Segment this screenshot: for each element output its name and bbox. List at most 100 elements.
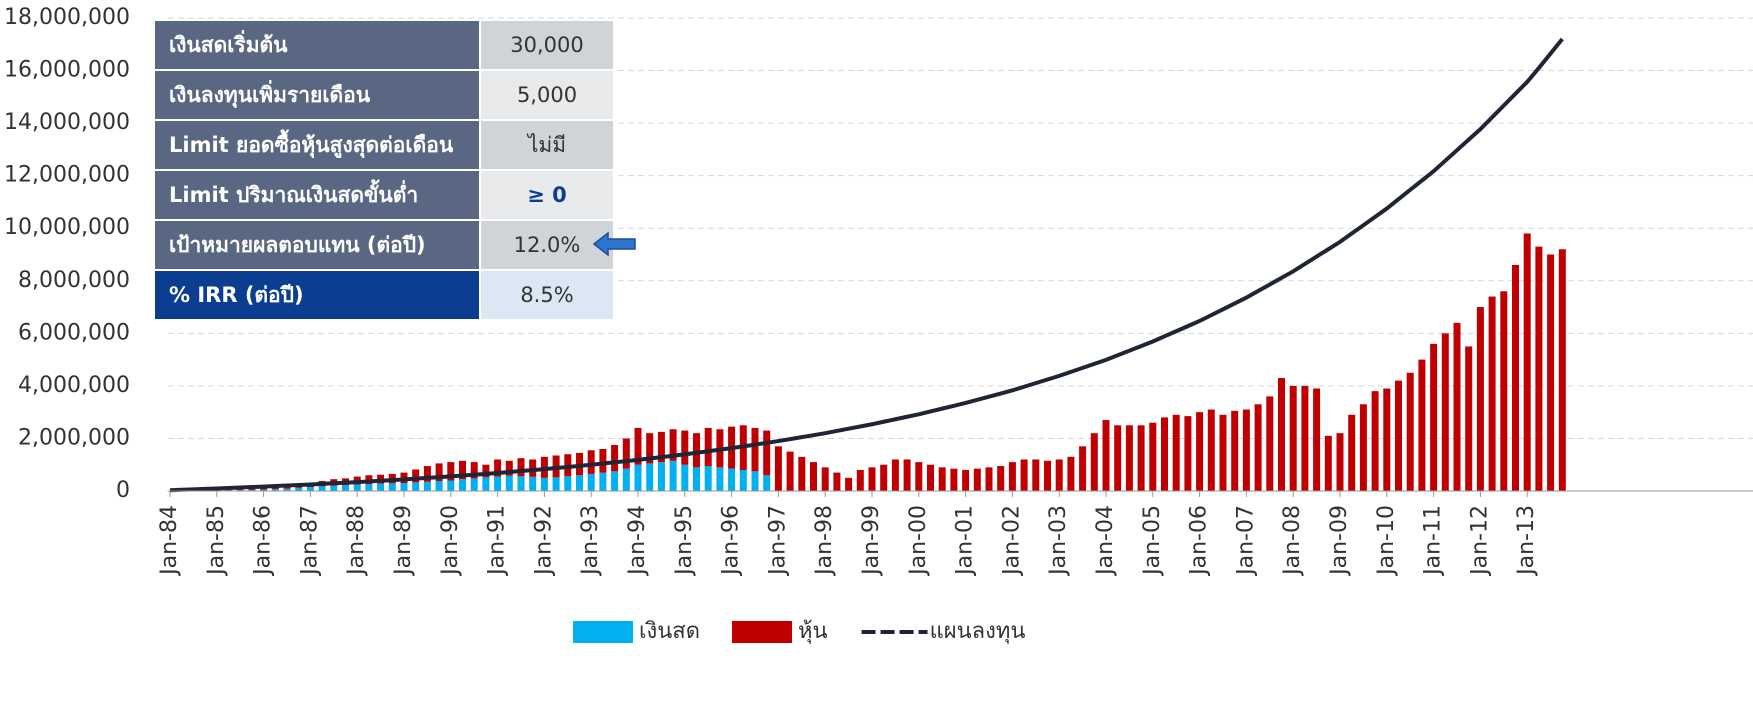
- bar: [1512, 265, 1519, 491]
- bar: [482, 464, 490, 478]
- bar: [435, 463, 443, 482]
- bar: [657, 462, 665, 491]
- bar: [927, 464, 934, 491]
- x-tick-label: Jan-87: [297, 505, 322, 577]
- x-tick-label: Jan-84: [157, 505, 182, 577]
- bar: [318, 486, 326, 491]
- bar: [1278, 378, 1285, 491]
- bar: [271, 487, 279, 490]
- x-tick-label: Jan-06: [1187, 505, 1212, 577]
- bar: [400, 483, 408, 491]
- bar: [459, 479, 466, 491]
- bar: [681, 464, 689, 491]
- y-tick-label: 12,000,000: [4, 163, 130, 188]
- bar: [833, 472, 841, 491]
- x-tick-label: Jan-99: [859, 505, 884, 577]
- bar: [459, 460, 466, 480]
- bar: [880, 464, 888, 491]
- bar: [412, 482, 420, 491]
- x-tick-label: Jan-10: [1374, 505, 1399, 577]
- legend-label: เงินสด: [639, 619, 700, 644]
- bar: [599, 472, 607, 491]
- x-tick-label: Jan-09: [1327, 505, 1352, 577]
- bar: [1313, 388, 1321, 491]
- bar: [365, 484, 373, 491]
- bar: [1301, 385, 1309, 491]
- bar: [646, 463, 654, 491]
- bar: [564, 476, 572, 491]
- parameter-table: เงินสดเริ่มต้น 30,000 เงินลงทุนเพิ่มรายเดื…: [153, 19, 615, 321]
- bar: [260, 489, 268, 491]
- bar: [997, 466, 1005, 491]
- bar: [622, 468, 630, 491]
- bar: [1231, 410, 1239, 491]
- bar: [342, 485, 349, 491]
- bar: [915, 462, 923, 491]
- bar: [716, 467, 724, 491]
- bar: [1488, 296, 1496, 491]
- bar: [1441, 333, 1449, 491]
- bar: [505, 475, 513, 491]
- table-row: เงินลงทุนเพิ่มรายเดือน 5,000: [153, 69, 615, 121]
- row-label: Limit ยอดซื้อหุ้นสูงสุดต่อเดือน: [153, 119, 481, 171]
- bar: [845, 477, 853, 491]
- bar: [1032, 459, 1040, 491]
- bar: [611, 445, 619, 472]
- bar: [774, 446, 782, 491]
- legend-swatch: [732, 621, 793, 643]
- bar: [891, 459, 899, 491]
- bar: [1558, 249, 1566, 491]
- bar: [1383, 388, 1391, 491]
- bar: [1359, 404, 1367, 491]
- row-label: % IRR (ต่อปี): [153, 269, 481, 321]
- bar: [1055, 459, 1063, 491]
- bar: [1114, 425, 1122, 491]
- bar: [1500, 291, 1508, 491]
- bar: [447, 480, 455, 491]
- bar: [1102, 420, 1110, 491]
- bar: [540, 477, 548, 491]
- bar: [505, 460, 513, 476]
- bar: [1008, 462, 1016, 491]
- y-tick-label: 10,000,000: [4, 215, 130, 240]
- x-tick-label: Jan-00: [906, 505, 931, 577]
- bar: [295, 487, 303, 491]
- x-tick-label: Jan-97: [765, 505, 790, 577]
- bar: [1254, 404, 1262, 491]
- bar: [1395, 380, 1402, 491]
- x-tick-label: Jan-01: [953, 505, 978, 577]
- bar: [517, 458, 525, 477]
- x-tick-label: Jan-11: [1421, 505, 1446, 577]
- bar: [1535, 246, 1543, 491]
- bar: [751, 471, 759, 491]
- y-tick-label: 4,000,000: [18, 373, 130, 398]
- x-tick-label: Jan-02: [999, 505, 1024, 577]
- row-value: 8.5%: [479, 269, 615, 321]
- bar: [739, 469, 747, 491]
- bar: [1149, 422, 1157, 491]
- bar: [1418, 359, 1426, 491]
- x-tick-label: Jan-93: [578, 505, 603, 577]
- bar: [529, 476, 537, 491]
- table-row: เงินสดเริ่มต้น 30,000: [153, 19, 615, 71]
- y-tick-label: 0: [116, 478, 130, 503]
- y-tick-label: 8,000,000: [18, 268, 130, 293]
- legend-swatch: [573, 621, 633, 643]
- bar: [377, 483, 385, 491]
- bar: [1465, 346, 1473, 491]
- x-tick-label: Jan-05: [1140, 505, 1165, 577]
- bar: [225, 489, 232, 491]
- y-tick-label: 14,000,000: [4, 110, 130, 135]
- bar: [1406, 372, 1414, 491]
- bar: [728, 468, 736, 491]
- x-tick-label: Jan-13: [1514, 505, 1539, 577]
- bar: [751, 427, 759, 472]
- bar: [1079, 446, 1087, 491]
- bar: [962, 469, 970, 491]
- bar: [657, 431, 665, 463]
- row-value: ≥ 0: [479, 169, 615, 221]
- bar: [693, 433, 700, 468]
- bar: [1090, 433, 1098, 491]
- bar: [423, 481, 431, 491]
